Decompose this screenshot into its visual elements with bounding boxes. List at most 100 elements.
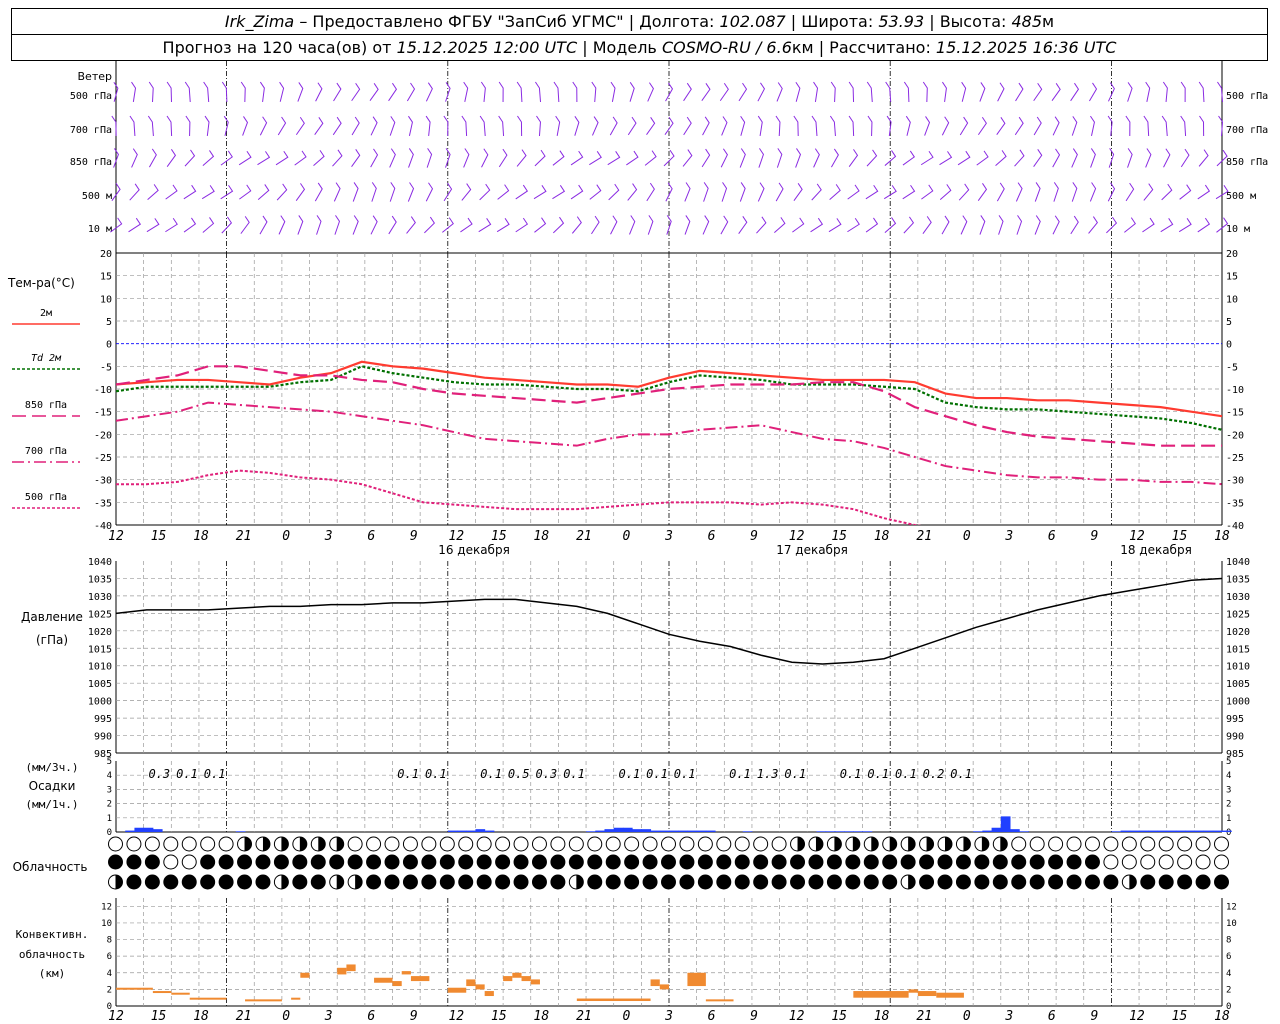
temp-tick-right: 5	[1226, 317, 1232, 328]
cloud-symbol-half	[1129, 875, 1137, 889]
precip-tick-left: 4	[107, 771, 112, 781]
precip-bar	[466, 830, 476, 832]
conv-cloud-bar	[300, 972, 310, 978]
cloud-symbol	[1214, 836, 1229, 852]
wind-barb	[903, 81, 910, 103]
pressure-tick-left: 990	[94, 732, 112, 743]
wind-barb	[811, 183, 822, 201]
precip-tick-left: 0	[107, 828, 112, 838]
wind-barb	[259, 116, 268, 136]
wind-barb	[666, 215, 672, 235]
wind-barb	[1053, 182, 1059, 202]
cloud-symbol	[974, 874, 990, 890]
cloud-symbol	[679, 874, 695, 890]
wind-barb	[959, 116, 969, 136]
cloud-symbol	[753, 836, 769, 852]
wind-barb	[1142, 217, 1155, 233]
wind-barb	[481, 148, 489, 168]
cloud-symbol-half	[355, 875, 363, 889]
wind-barb	[352, 182, 359, 202]
wind-level-label-right: 700 гПа	[1226, 125, 1268, 136]
precip-label-3h: (мм/3ч.)	[26, 761, 79, 774]
wind-barb	[664, 116, 674, 136]
conv-tick-right: 8	[1226, 936, 1231, 946]
temp-tick-left: -10	[94, 385, 112, 396]
forecast-time: 15.12.2025 12:00 UTC	[396, 38, 578, 57]
cloud-symbol	[421, 854, 437, 870]
wind-barb	[739, 148, 746, 168]
time-tick-label: 3	[324, 529, 333, 544]
wind-barb	[1034, 182, 1041, 202]
cloud-symbol	[1195, 854, 1211, 870]
conv-cloud-bar	[512, 972, 522, 978]
pressure-tick-right: 990	[1226, 732, 1244, 743]
cloud-symbol	[679, 854, 695, 870]
cloud-symbol	[882, 854, 898, 870]
pressure-tick-right: 1020	[1226, 627, 1250, 638]
wind-barb	[203, 81, 210, 103]
cloud-symbol	[955, 854, 971, 870]
wind-barb	[534, 217, 547, 233]
conv-cloud-bar	[337, 967, 347, 975]
cloud-symbol	[1048, 854, 1064, 870]
cloud-symbol	[642, 836, 658, 852]
time-tick-label: 18	[534, 529, 550, 544]
wind-barb	[684, 215, 691, 235]
wind-barb	[257, 151, 271, 166]
wind-barb	[920, 150, 934, 166]
time-tick-label: 12	[448, 529, 464, 544]
wind-barb	[297, 215, 304, 235]
wind-barb	[1016, 215, 1023, 235]
precip-bar	[447, 830, 458, 832]
cloud-symbol	[476, 836, 492, 852]
cloud-symbol	[550, 836, 566, 852]
temp-tick-right: 10	[1226, 294, 1238, 305]
cloud-symbol-half	[318, 837, 326, 852]
cloud-symbol	[605, 854, 621, 870]
temp-tick-right: -20	[1226, 430, 1244, 441]
wind-barb	[757, 82, 766, 102]
altitude-label: | Высота:	[924, 12, 1012, 31]
wind-barb	[574, 116, 580, 136]
cloud-symbol	[384, 854, 400, 870]
pressure-tick-right: 1035	[1226, 574, 1250, 585]
precip-bar	[484, 830, 495, 832]
cloud-symbol	[568, 854, 584, 870]
wind-barb	[332, 149, 343, 167]
temp-legend-label: 850 гПа	[25, 400, 67, 411]
precip-bar	[604, 829, 615, 832]
temp-tick-left: 15	[100, 272, 112, 283]
precip-bar	[862, 831, 873, 832]
latitude-label: | Широта:	[785, 12, 879, 31]
precip-bar	[1175, 830, 1186, 832]
cloud-symbol	[310, 854, 326, 870]
cloud-symbol-half	[336, 837, 344, 852]
conv-cloud-bar	[530, 979, 540, 985]
cloud-symbol	[439, 854, 455, 870]
time-tick-label: 15	[491, 529, 507, 544]
conv-cloud-bar	[503, 976, 513, 982]
wind-barb	[552, 150, 565, 166]
wind-barb	[665, 182, 673, 202]
wind-barb	[370, 116, 378, 136]
conv-cloud-bar	[466, 979, 476, 987]
wind-barb	[757, 115, 763, 136]
wind-barb	[1197, 184, 1211, 200]
wind-barb	[443, 182, 453, 202]
cloud-symbol	[273, 854, 289, 870]
precip-bar	[1148, 830, 1158, 832]
time-tick-label: 0	[282, 529, 290, 544]
cloud-symbol	[366, 854, 382, 870]
cloud-symbol	[734, 836, 750, 852]
precip-bar	[641, 829, 652, 832]
wind-barb	[757, 182, 765, 202]
pressure-tick-right: 1005	[1226, 679, 1250, 690]
temp-tick-right: -15	[1226, 408, 1244, 419]
wind-barb	[148, 81, 154, 103]
precip-bar	[1194, 830, 1205, 832]
temp-tick-left: -25	[94, 453, 112, 464]
cloud-symbol-half	[815, 837, 823, 852]
wind-barb	[847, 184, 860, 200]
wind-barb	[223, 115, 229, 136]
wind-barb	[183, 184, 197, 200]
